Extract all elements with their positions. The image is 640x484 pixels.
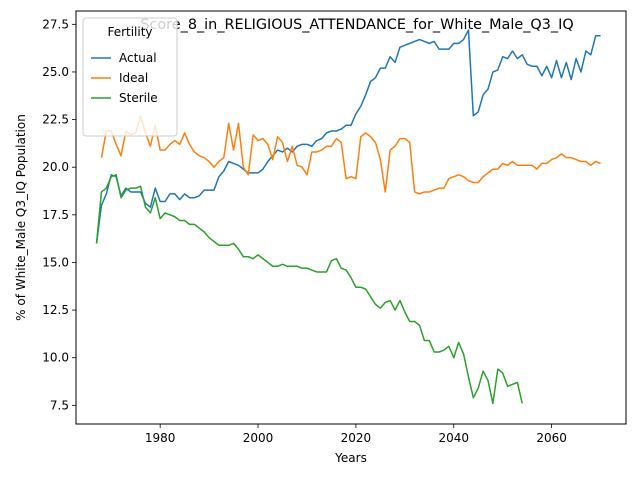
y-axis: 7.5 10.0 12.5 15.0 17.5 20.0 22.5 25.0 27.5 bbox=[42, 17, 76, 412]
y-tick-label: 25.0 bbox=[42, 65, 69, 79]
legend-items: Actual Ideal Sterile bbox=[91, 51, 158, 105]
legend-label-sterile: Sterile bbox=[119, 91, 158, 105]
y-tick-label: 20.0 bbox=[42, 160, 69, 174]
series-layer bbox=[95, 29, 601, 405]
y-tick-label: 10.0 bbox=[42, 351, 69, 365]
x-tick-label: 2060 bbox=[536, 431, 567, 445]
y-tick-label: 17.5 bbox=[42, 208, 69, 222]
legend-label-ideal: Ideal bbox=[119, 71, 148, 85]
x-tick-label: 1980 bbox=[145, 431, 176, 445]
y-tick-label: 7.5 bbox=[50, 398, 69, 412]
legend-title: Fertility bbox=[107, 25, 152, 39]
series-line-sterile bbox=[95, 174, 523, 405]
series-line-actual bbox=[95, 29, 601, 244]
y-tick-label: 27.5 bbox=[42, 17, 69, 31]
x-tick-label: 2000 bbox=[243, 431, 274, 445]
series-line-ideal bbox=[100, 115, 601, 195]
x-axis-label: Years bbox=[334, 451, 367, 465]
x-tick-label: 2020 bbox=[341, 431, 372, 445]
legend-box bbox=[82, 17, 178, 137]
y-tick-label: 22.5 bbox=[42, 113, 69, 127]
chart-title: Score_8_in_RELIGIOUS_ATTENDANCE_for_Whit… bbox=[140, 17, 573, 33]
legend-label-actual: Actual bbox=[119, 51, 157, 65]
y-tick-label: 15.0 bbox=[42, 255, 69, 269]
y-tick-label: 12.5 bbox=[42, 303, 69, 317]
plot-frame bbox=[75, 10, 627, 425]
x-axis: 1980 2000 2020 2040 2060 bbox=[145, 424, 567, 445]
y-axis-label: % of White_Male Q3_IQ Population bbox=[14, 114, 28, 321]
legend: Fertility Actual Ideal Sterile bbox=[82, 17, 178, 137]
x-tick-label: 2040 bbox=[438, 431, 469, 445]
